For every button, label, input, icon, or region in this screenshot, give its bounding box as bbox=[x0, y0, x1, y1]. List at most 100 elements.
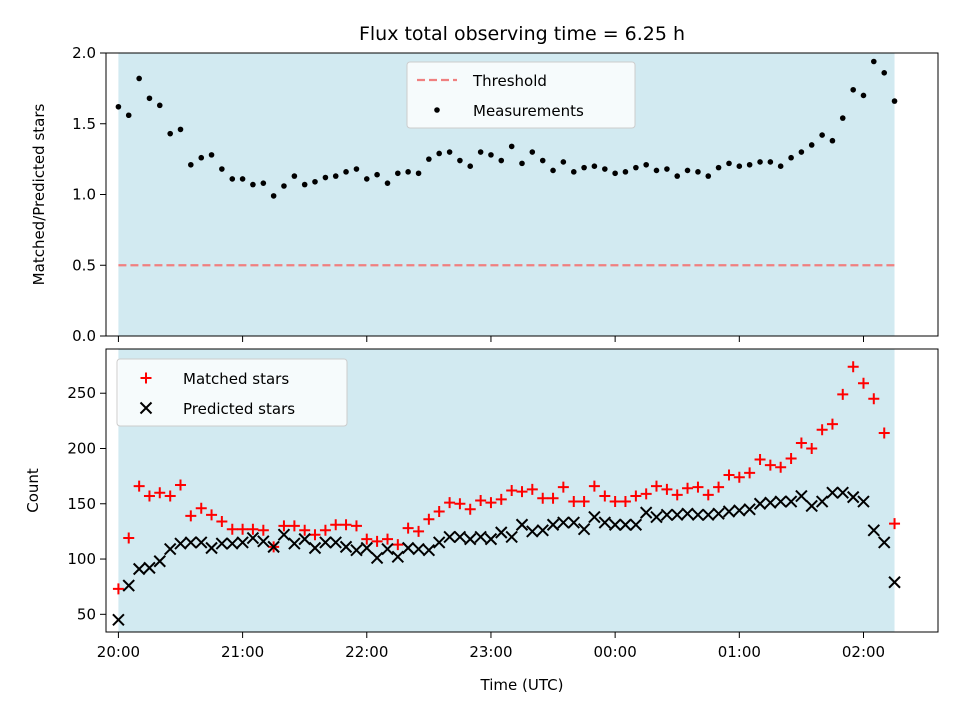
x-tick-label: 01:00 bbox=[718, 643, 761, 661]
measurement-point bbox=[715, 164, 722, 171]
matched-star-point bbox=[723, 469, 735, 481]
measurement-point bbox=[829, 137, 836, 144]
predicted-star-point bbox=[743, 503, 756, 516]
y-tick-label: 100 bbox=[67, 550, 96, 568]
legend-threshold-label: Threshold bbox=[472, 72, 547, 90]
predicted-star-point bbox=[174, 537, 187, 550]
measurement-point bbox=[384, 180, 391, 186]
predicted-star-point bbox=[846, 490, 860, 504]
matched-star-point bbox=[402, 522, 414, 534]
measurement-point bbox=[664, 166, 670, 172]
predicted-star-point bbox=[691, 508, 705, 522]
matched-star-point bbox=[878, 427, 890, 439]
matched-star-point bbox=[464, 503, 476, 515]
predicted-star-point bbox=[267, 540, 280, 554]
matched-star-point bbox=[278, 520, 290, 532]
matched-star-point bbox=[557, 481, 569, 493]
predicted-star-point bbox=[650, 510, 663, 524]
matched-star-point bbox=[516, 486, 528, 498]
predicted-star-point bbox=[277, 528, 291, 541]
matched-star-point bbox=[299, 524, 311, 536]
predicted-star-point bbox=[226, 537, 239, 550]
measurement-point bbox=[736, 163, 743, 169]
matched-star-point bbox=[578, 496, 590, 508]
predicted-star-point bbox=[660, 508, 674, 522]
x-tick-label: 02:00 bbox=[842, 643, 885, 661]
x-tick-label: 23:00 bbox=[469, 643, 512, 661]
matched-star-point bbox=[640, 488, 652, 500]
ratio-y-axis-label: Matched/Predicted stars bbox=[30, 104, 48, 286]
measurement-point bbox=[436, 150, 442, 157]
matched-star-point bbox=[257, 524, 269, 536]
predicted-star-point bbox=[495, 526, 508, 539]
measurement-point bbox=[125, 112, 132, 119]
measurement-point bbox=[767, 159, 774, 165]
y-tick-label: 0.5 bbox=[72, 256, 96, 274]
measurement-point bbox=[839, 115, 846, 121]
predicted-star-point bbox=[453, 530, 467, 544]
matched-star-point bbox=[609, 496, 621, 508]
predicted-star-point bbox=[132, 562, 146, 576]
measurement-point bbox=[343, 169, 349, 175]
predicted-star-point bbox=[298, 532, 311, 546]
matched-star-point bbox=[506, 485, 518, 496]
count-plot-frame bbox=[105, 348, 939, 633]
predicted-star-point bbox=[319, 536, 332, 549]
predicted-star-point bbox=[184, 536, 198, 549]
predicted-star-point bbox=[878, 536, 891, 549]
matched-star-point bbox=[382, 533, 394, 545]
predicted-star-point bbox=[764, 496, 777, 509]
measurement-point bbox=[332, 173, 339, 179]
measurement-point bbox=[891, 98, 898, 104]
predicted-star-point bbox=[526, 525, 539, 538]
predicted-star-point bbox=[598, 516, 612, 529]
predicted-star-point bbox=[805, 499, 818, 513]
predicted-star-point bbox=[484, 532, 498, 546]
predicted-star-point bbox=[308, 541, 322, 555]
matched-star-point bbox=[226, 523, 238, 535]
ratio-legend bbox=[406, 61, 636, 129]
predicted-star-point bbox=[722, 505, 736, 518]
x-axis-label: Time (UTC) bbox=[480, 676, 564, 694]
matched-star-point bbox=[526, 483, 538, 495]
predicted-star-point bbox=[329, 536, 342, 549]
matched-star-point bbox=[392, 539, 404, 551]
predicted-star-point bbox=[815, 495, 829, 508]
measurement-point bbox=[498, 157, 505, 164]
measurement-point bbox=[643, 161, 649, 168]
matched-star-point bbox=[371, 535, 383, 547]
matched-star-point bbox=[340, 519, 352, 531]
count-legend bbox=[116, 358, 348, 427]
matched-star-point bbox=[413, 525, 425, 537]
matched-star-point bbox=[350, 520, 362, 532]
predicted-star-point bbox=[205, 541, 218, 555]
matched-star-point bbox=[744, 467, 756, 479]
measurement-point bbox=[446, 149, 453, 155]
predicted-star-point bbox=[391, 550, 405, 564]
matched-star-point bbox=[495, 493, 507, 505]
legend-measurements-label: Measurements bbox=[473, 102, 584, 120]
legend-matched-swatch bbox=[140, 372, 152, 384]
legend-measurements-swatch bbox=[434, 107, 440, 113]
predicted-star-point bbox=[639, 506, 653, 519]
measurement-point bbox=[508, 143, 515, 150]
measurement-point bbox=[219, 166, 225, 172]
matched-star-point bbox=[702, 489, 714, 501]
matched-star-point bbox=[754, 454, 766, 466]
predicted-star-point bbox=[712, 507, 725, 520]
matched-star-point bbox=[423, 513, 435, 525]
measurement-point bbox=[539, 157, 546, 164]
measurement-point bbox=[488, 152, 494, 158]
predicted-star-point bbox=[412, 542, 425, 556]
measurement-point bbox=[850, 86, 856, 93]
legend-matched-label: Matched stars bbox=[183, 370, 289, 388]
predicted-star-point bbox=[619, 518, 632, 531]
predicted-star-point bbox=[153, 555, 166, 568]
y-tick-label: 1.0 bbox=[72, 186, 96, 204]
measurement-point bbox=[395, 170, 401, 177]
measurement-point bbox=[519, 160, 525, 167]
predicted-star-point bbox=[588, 510, 601, 524]
predicted-star-point bbox=[577, 522, 591, 536]
measurement-point bbox=[581, 164, 587, 171]
measurement-point bbox=[415, 170, 422, 177]
